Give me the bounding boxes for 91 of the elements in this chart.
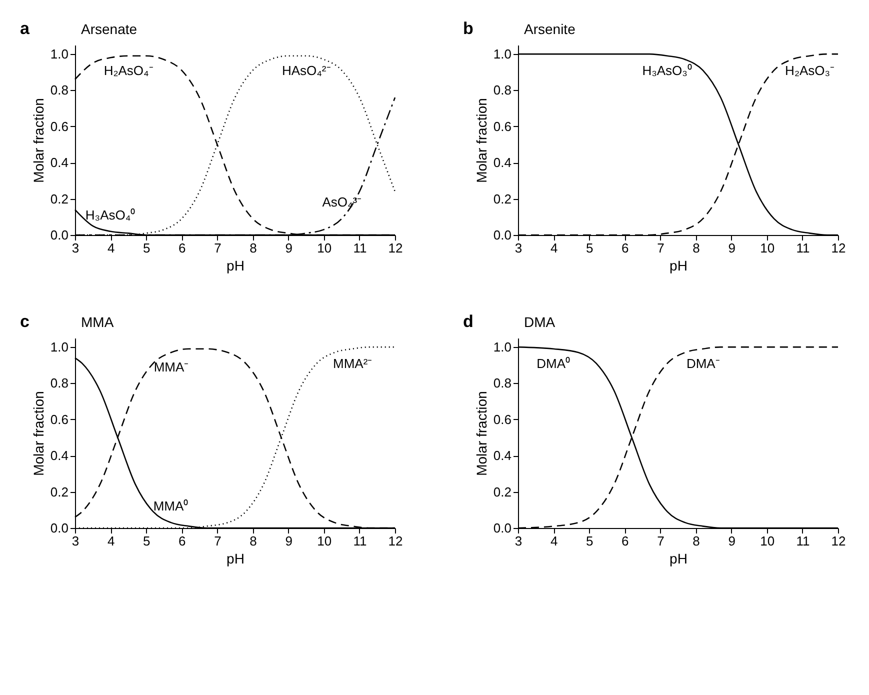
x-tick-label: 7: [657, 534, 664, 548]
annotation: H₂AsO₄⁻: [104, 62, 153, 78]
x-tick-label: 5: [586, 240, 594, 256]
x-tick-label: 10: [760, 534, 775, 548]
x-tick-label: 4: [107, 240, 115, 256]
x-tick-label: 6: [622, 534, 629, 548]
x-tick-label: 11: [353, 240, 367, 256]
x-tick-label: 4: [550, 534, 558, 548]
y-axis-title: Molar fraction: [30, 98, 46, 183]
x-axis-title: pH: [670, 550, 688, 566]
x-tick-label: 4: [550, 240, 558, 256]
x-tick-label: 3: [72, 240, 80, 256]
chart-title: MMA: [81, 314, 114, 330]
text: a: [20, 19, 30, 38]
y-tick-label: 0.8: [50, 82, 68, 98]
text: d: [463, 312, 474, 331]
y-tick-label: 0.2: [50, 484, 68, 500]
x-tick-label: 9: [285, 240, 292, 256]
x-tick-label: 5: [142, 240, 150, 256]
annotation: HAsO₄²⁻: [282, 62, 330, 78]
x-tick-label: 10: [317, 240, 332, 256]
y-tick-label: 0.8: [493, 376, 512, 391]
x-tick-label: 11: [796, 240, 810, 256]
chart-title: Arsenate: [81, 21, 138, 37]
x-tick-label: 9: [728, 240, 736, 256]
y-tick-label: 1.0: [50, 340, 68, 355]
y-tick-label: 0.6: [493, 118, 512, 134]
y-tick-label: 1.0: [493, 46, 512, 62]
y-axis-title: Molar fraction: [30, 391, 46, 476]
x-tick-label: 3: [72, 534, 80, 548]
x-tick-label: 7: [214, 240, 222, 256]
x-tick-label: 12: [388, 240, 403, 256]
annotation: MMA⁰: [153, 498, 189, 514]
y-tick-label: 0.0: [493, 520, 512, 536]
y-tick-label: 0.2: [493, 191, 512, 206]
x-tick-label: 4: [107, 534, 115, 548]
x-tick-label: 11: [353, 534, 367, 548]
chart-title: DMA: [524, 314, 556, 330]
y-tick-label: 0.8: [493, 82, 512, 98]
x-tick-label: 11: [796, 534, 810, 548]
y-tick-label: 0.0: [493, 228, 512, 242]
x-tick-label: 5: [142, 534, 150, 548]
annotation: DMA⁻: [686, 356, 720, 371]
x-tick-label: 6: [178, 534, 186, 548]
x-tick-label: 5: [586, 534, 594, 548]
y-tick-label: 0.8: [50, 376, 68, 391]
x-tick-label: 8: [250, 534, 257, 548]
chart-title: Arsenite: [524, 21, 576, 37]
annotation: H₂AsO₃⁻: [785, 62, 834, 78]
x-axis-title: pH: [670, 258, 688, 274]
annotation: DMA⁰: [536, 356, 570, 371]
y-tick-label: 0.4: [493, 155, 512, 170]
text: c: [20, 312, 30, 331]
annotation: MMA²⁻: [332, 356, 372, 371]
x-tick-label: 9: [728, 534, 736, 548]
y-tick-label: 0.2: [493, 484, 512, 500]
x-tick-label: 8: [250, 240, 257, 256]
x-tick-label: 12: [831, 240, 846, 256]
y-tick-label: 0.4: [493, 448, 512, 464]
y-tick-label: 0.2: [50, 191, 68, 206]
x-axis-title: pH: [226, 550, 244, 566]
y-axis-title: Molar fraction: [473, 391, 490, 476]
annotation: H₃AsO₃⁰: [642, 62, 692, 78]
x-tick-label: 8: [692, 534, 700, 548]
annotation: H₃AsO₄⁰: [85, 207, 136, 222]
y-tick-label: 0.4: [50, 155, 68, 170]
text: b: [463, 19, 474, 38]
y-tick-label: 1.0: [493, 340, 512, 355]
y-tick-label: 0.0: [50, 520, 68, 536]
y-tick-label: 0.6: [50, 412, 68, 427]
x-axis-title: pH: [226, 258, 244, 274]
x-tick-label: 6: [622, 240, 629, 256]
x-tick-label: 7: [214, 534, 222, 548]
y-tick-label: 1.0: [50, 46, 68, 62]
y-tick-label: 0.0: [50, 228, 68, 242]
x-tick-label: 7: [657, 240, 664, 256]
x-tick-label: 12: [831, 534, 846, 548]
x-tick-label: 8: [692, 240, 700, 256]
y-tick-label: 0.4: [50, 448, 68, 464]
annotation: AsO₄³⁻: [322, 194, 362, 210]
x-tick-label: 10: [317, 534, 332, 548]
x-tick-label: 6: [178, 240, 186, 256]
x-tick-label: 9: [285, 534, 292, 548]
x-tick-label: 12: [388, 534, 403, 548]
annotation: MMA⁻: [154, 359, 188, 374]
y-tick-label: 0.6: [493, 412, 512, 427]
x-tick-label: 10: [760, 240, 775, 256]
y-axis-title: Molar fraction: [473, 98, 490, 183]
x-tick-label: 3: [514, 534, 522, 548]
x-tick-label: 3: [514, 240, 522, 256]
y-tick-label: 0.6: [50, 118, 68, 134]
